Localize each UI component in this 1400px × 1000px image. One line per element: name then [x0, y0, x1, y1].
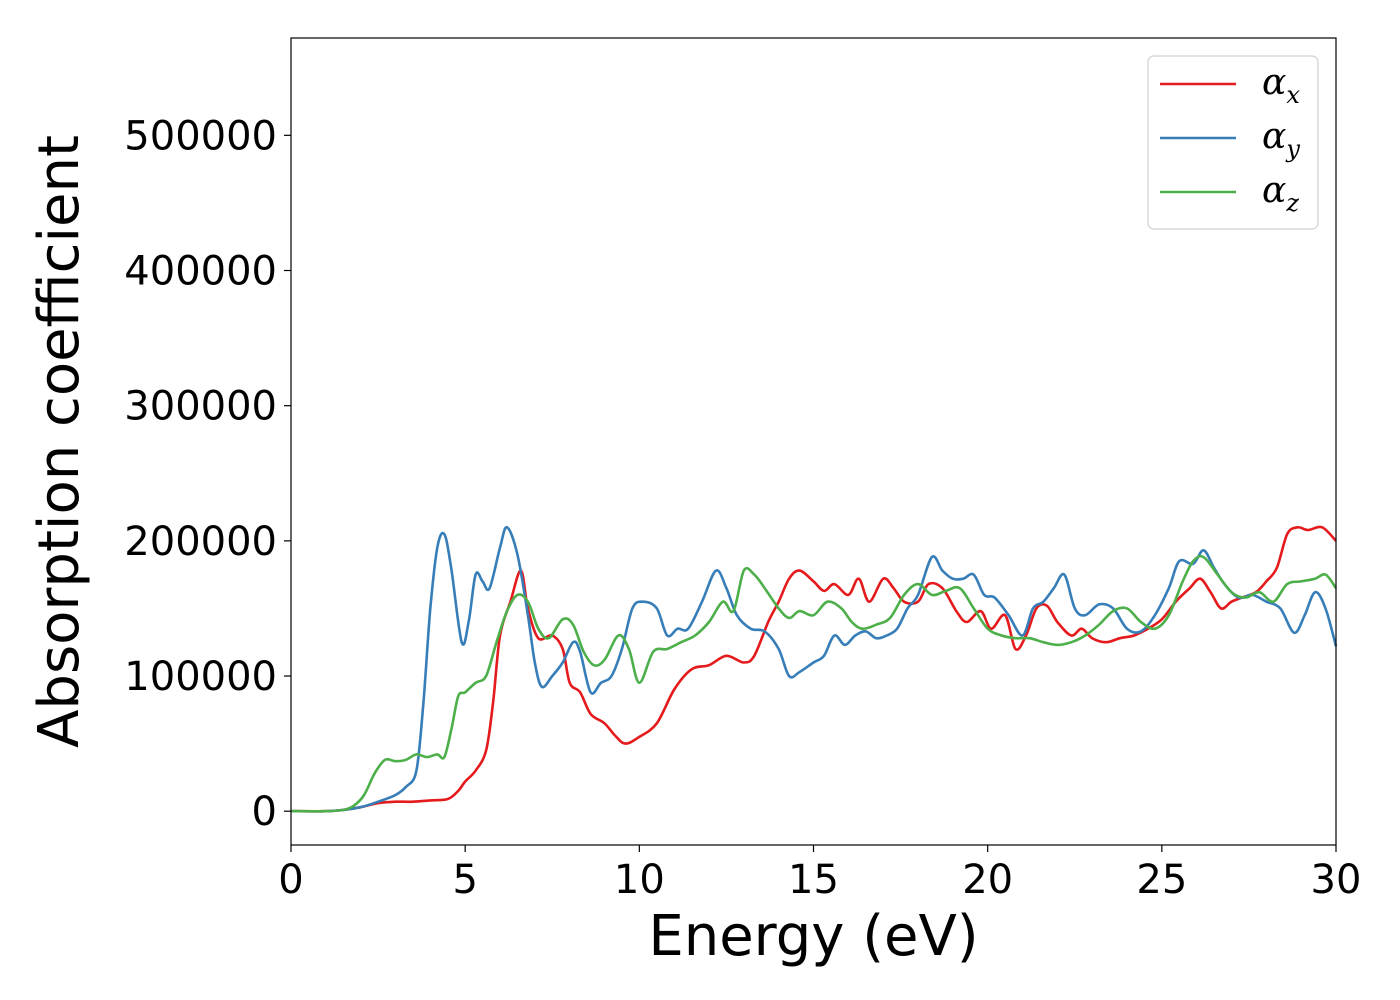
series-line-z — [290, 554, 1338, 813]
x-tick-label: 15 — [788, 857, 839, 903]
legend-symbol: α — [1262, 116, 1286, 157]
legend-subscript: y — [1285, 135, 1300, 163]
series-line-x — [290, 525, 1337, 813]
axis-ticks: 0 5 10 15 20 25 30 0 100000 200000 300000 400000 500… — [124, 113, 1361, 903]
y-tick-label: 400000 — [124, 249, 277, 295]
legend-box — [1147, 55, 1319, 230]
plot-lines — [290, 525, 1338, 813]
legend-label-z: αz — [1262, 170, 1299, 217]
series-line-y — [290, 526, 1338, 813]
x-tick-label: 5 — [452, 857, 477, 903]
x-tick-label: 10 — [614, 857, 665, 903]
legend-subscript: z — [1285, 189, 1299, 217]
y-tick-label: 500000 — [124, 113, 277, 159]
x-tick-label: 0 — [278, 857, 303, 903]
x-tick-label: 25 — [1136, 857, 1187, 903]
legend-symbol: α — [1262, 62, 1286, 103]
legend-symbol: α — [1262, 170, 1286, 211]
y-tick-label: 300000 — [124, 384, 277, 430]
y-tick-label: 100000 — [124, 654, 277, 700]
y-axis-label: Absorption coefficient — [27, 135, 92, 748]
x-tick-label: 20 — [962, 857, 1013, 903]
legend-label-y: αy — [1262, 116, 1300, 163]
y-tick-label: 200000 — [124, 519, 277, 565]
x-axis-label: Energy (eV) — [648, 904, 978, 969]
x-tick-label: 30 — [1311, 857, 1362, 903]
legend-subscript: x — [1286, 81, 1300, 109]
y-tick-label: 0 — [252, 789, 277, 835]
legend-label-x: αx — [1262, 62, 1300, 109]
